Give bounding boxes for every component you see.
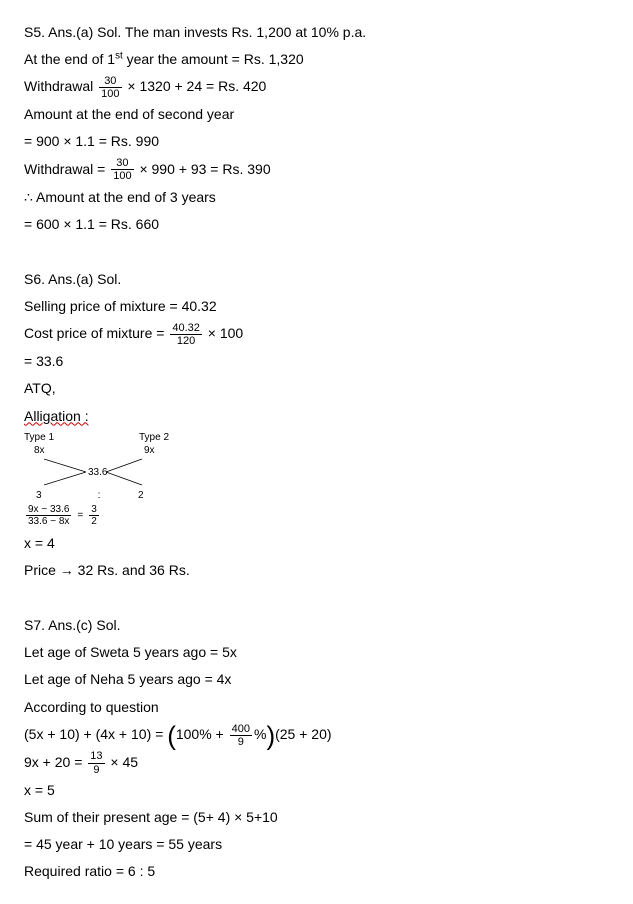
right-paren-icon: ) [266, 720, 275, 750]
s7-line8: Sum of their present age = (5+ 4) × 5+10 [24, 805, 609, 830]
s5-line7: ∴ Amount at the end of 3 years [24, 185, 609, 210]
s6-line7: x = 4 [24, 531, 609, 556]
numerator: 40.32 [170, 322, 202, 335]
fraction: 30100 [99, 75, 121, 100]
s6-line5: ATQ, [24, 376, 609, 401]
numerator: 13 [88, 750, 104, 763]
denominator: 100 [99, 88, 121, 100]
fraction: 32 [89, 504, 99, 527]
s7-line7: x = 5 [24, 778, 609, 803]
fraction: 40.32120 [170, 322, 202, 347]
alligation-diagram: Type 1 Type 2 8x 9x 33.6 3 : 2 9x − 33.6… [24, 431, 609, 527]
text: year the amount = Rs. 1,320 [123, 51, 304, 67]
denominator: 2 [89, 516, 99, 527]
s6-line6: Alligation : [24, 404, 609, 429]
s6-line1: S6. Ans.(a) Sol. [24, 267, 609, 292]
type1-value: 8x [24, 444, 54, 457]
text: × 100 [204, 325, 243, 341]
s6-line3: Cost price of mixture = 40.32120 × 100 [24, 321, 609, 347]
text: (25 + 20) [275, 726, 331, 742]
text: % [254, 726, 266, 742]
numerator: 400 [230, 723, 252, 736]
s7-line10: Required ratio = 6 : 5 [24, 859, 609, 884]
s6-line2: Selling price of mixture = 40.32 [24, 294, 609, 319]
text: Withdrawal = [24, 161, 109, 177]
s5-line8: = 600 × 1.1 = Rs. 660 [24, 212, 609, 237]
sup: st [115, 51, 123, 62]
type2-value: 9x [144, 444, 155, 457]
s5-line4: Amount at the end of second year [24, 102, 609, 127]
fraction: 30100 [111, 157, 133, 182]
denominator: 33.6 − 8x [26, 516, 71, 527]
fraction: 139 [88, 750, 104, 775]
text: Cost price of mixture = [24, 325, 168, 341]
s5-line2: At the end of 1st year the amount = Rs. … [24, 47, 609, 72]
s6-line8: Price → 32 Rs. and 36 Rs. [24, 558, 609, 583]
ratio-colon: : [60, 489, 138, 502]
denominator: 9 [88, 764, 104, 776]
denominator: 100 [111, 170, 133, 182]
numerator: 3 [89, 504, 99, 516]
denominator: 120 [170, 335, 202, 347]
left-paren-icon: ( [167, 720, 176, 750]
s5-line6: Withdrawal = 30100 × 990 + 93 = Rs. 390 [24, 157, 609, 183]
numerator: 30 [111, 157, 133, 170]
fraction: 4009 [230, 723, 252, 748]
alligation-label: Alligation : [24, 408, 89, 424]
fraction: 9x − 33.633.6 − 8x [26, 504, 71, 527]
s7-line5: (5x + 10) + (4x + 10) = (100% + 4009%)(2… [24, 722, 609, 748]
text: × 1320 + 24 = Rs. 420 [124, 78, 267, 94]
numerator: 9x − 33.6 [26, 504, 71, 516]
s7-line1: S7. Ans.(c) Sol. [24, 613, 609, 638]
s5-line5: = 900 × 1.1 = Rs. 990 [24, 129, 609, 154]
s7-line3: Let age of Neha 5 years ago = 4x [24, 667, 609, 692]
s7-line2: Let age of Sweta 5 years ago = 5x [24, 640, 609, 665]
text: At the end of 1 [24, 51, 115, 67]
text: × 990 + 93 = Rs. 390 [136, 161, 271, 177]
type1-label: Type 1 [24, 431, 79, 444]
s7-line4: According to question [24, 695, 609, 720]
text: 100% + [176, 726, 228, 742]
numerator: 30 [99, 75, 121, 88]
s5-line3: Withdrawal 30100 × 1320 + 24 = Rs. 420 [24, 74, 609, 100]
s7-line6: 9x + 20 = 139 × 45 [24, 750, 609, 776]
text: × 45 [107, 754, 139, 770]
s5-line1: S5. Ans.(a) Sol. The man invests Rs. 1,2… [24, 20, 609, 45]
equals: = [77, 509, 83, 522]
ratio-right: 2 [138, 489, 144, 502]
text: 9x + 20 = [24, 754, 86, 770]
type2-label: Type 2 [139, 431, 169, 444]
ratio-left: 3 [24, 489, 60, 502]
mid-value: 33.6 [88, 467, 108, 478]
s7-line9: = 45 year + 10 years = 55 years [24, 832, 609, 857]
text: Withdrawal [24, 78, 97, 94]
alligation-cross-icon: 33.6 [24, 457, 174, 487]
text: (5x + 10) + (4x + 10) = [24, 726, 167, 742]
denominator: 9 [230, 736, 252, 748]
s6-line4: = 33.6 [24, 349, 609, 374]
